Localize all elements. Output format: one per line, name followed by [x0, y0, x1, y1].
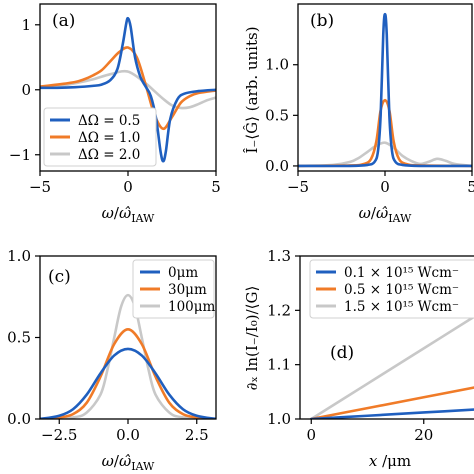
panel-d-label: (d) — [330, 343, 354, 363]
panel-b-ytick-label: 1.0 — [265, 56, 289, 74]
legend-d-label-1: 0.5 × 10¹⁵ Wcm⁻ — [344, 282, 459, 298]
panel-d-ylabel: ∂ₓ ln(I₋/I₀)/⟨G⟩ — [243, 286, 261, 391]
legend-d-label-2: 1.5 × 10¹⁵ Wcm⁻ — [344, 299, 459, 315]
panel-d-ytick-label: 1.2 — [267, 301, 291, 319]
legend-a-label-0: ΔΩ = 0.5 — [78, 113, 140, 129]
panel-d-series-line-0 — [309, 408, 474, 419]
legend-a-label-2: ΔΩ = 2.0 — [78, 147, 140, 163]
panel-c-ytick-label: 1.0 — [7, 247, 31, 265]
panel-a-xlabel: ω/ω̂IAW — [102, 204, 155, 225]
panel-c-xtick-label: 2.5 — [185, 426, 209, 444]
panel-a-legend-box — [43, 107, 157, 167]
panel-c-legend: 0μm 30μm 100μm — [132, 259, 216, 319]
panel-d-ticks: 0 20 1.0 1.1 1.2 1.3 — [267, 247, 433, 444]
panel-a-legend: ΔΩ = 0.5 ΔΩ = 1.0 ΔΩ = 2.0 — [43, 107, 157, 167]
panel-d-xlabel: x /μm — [369, 452, 411, 470]
legend-c-label-2: 100μm — [168, 299, 216, 315]
panel-a-lines — [40, 16, 216, 163]
panel-b-ticks: −5 0 5 0.0 0.5 1.0 — [265, 56, 474, 196]
panel-b-series-line-0 — [298, 12, 472, 168]
panel-a-ytick-label: 0 — [21, 81, 31, 99]
panel-c-ytick-label: 0.5 — [7, 329, 31, 347]
panel-a-xtick-label: 0 — [123, 178, 133, 196]
panel-a-label: (a) — [52, 11, 75, 31]
legend-c-label-1: 30μm — [168, 282, 207, 298]
panel-a-series-line-1 — [40, 46, 216, 131]
panel-d-series-line-2 — [309, 315, 474, 419]
panel-b: −5 0 5 0.0 0.5 1.0 (b) ω/ω̂IAW Î₋⟨Ĝ⟩ (arb. un… — [243, 3, 474, 225]
panel-d-frame — [299, 255, 474, 420]
panel-b-ytick-label: 0.5 — [265, 106, 289, 124]
legend-a-label-1: ΔΩ = 1.0 — [78, 130, 140, 146]
legend-d-label-0: 0.1 × 10¹⁵ Wcm⁻ — [344, 265, 459, 281]
panel-c-series-line-1 — [40, 328, 216, 419]
panel-d-ytick-label: 1.0 — [267, 410, 291, 428]
panel-b-series-line-1 — [298, 98, 472, 168]
legend-c-label-0: 0μm — [168, 265, 198, 281]
panel-d-legend-box — [309, 259, 474, 319]
panel-c-ticks: −2.5 0.0 2.5 0.0 0.5 1.0 — [7, 247, 209, 444]
panel-b-lines — [298, 12, 472, 168]
panel-a-xtick-label: −5 — [29, 178, 51, 196]
panel-c-xtick-label: −2.5 — [41, 426, 77, 444]
panel-c-xlabel: ω/ω̂IAW — [102, 452, 155, 473]
panel-d-ytick-label: 1.3 — [267, 247, 291, 265]
panel-c-legend-box — [132, 259, 215, 319]
panel-c-xtick-label: 0.0 — [116, 426, 140, 444]
panel-b-ytick-label: 0.0 — [265, 157, 289, 175]
panel-a-ytick-label: 1 — [21, 16, 31, 34]
panel-a: −5 0 5 −1 0 1 (a) ω/ω̂IAW ΔΩ = 0.5 ΔΩ = 1.0 Δ… — [9, 3, 221, 225]
panel-b-ylabel: Î₋⟨Ĝ⟩ (arb. units) — [243, 26, 261, 153]
panel-a-ticks: −5 0 5 −1 0 1 — [9, 16, 221, 196]
panel-d-series-line-1 — [309, 386, 474, 419]
panel-b-xtick-label: 0 — [380, 178, 390, 196]
panel-b-label: (b) — [310, 11, 334, 31]
panel-a-ytick-label: −1 — [9, 146, 31, 164]
panel-d-ytick-label: 1.1 — [267, 356, 291, 374]
panel-d-lines — [309, 315, 474, 419]
panel-d-xtick-label: 0 — [306, 426, 316, 444]
panel-b-series-line-2 — [298, 141, 472, 168]
panel-d-legend: 0.1 × 10¹⁵ Wcm⁻ 0.5 × 10¹⁵ Wcm⁻ 1.5 × 10… — [309, 259, 474, 319]
panel-c: −2.5 0.0 2.5 0.0 0.5 1.0 (c) ω/ω̂IAW 0μm 30μm… — [7, 247, 217, 473]
panel-c-label: (c) — [48, 267, 71, 287]
panel-a-xtick-label: 5 — [211, 178, 221, 196]
panel-c-lines — [40, 293, 216, 419]
panel-c-series-line-0 — [40, 347, 216, 419]
panel-b-xtick-label: −5 — [287, 178, 309, 196]
panel-c-ytick-label: 0.0 — [7, 410, 31, 428]
panel-a-series-line-0 — [40, 16, 216, 163]
panel-c-series-line-2 — [40, 293, 216, 419]
panel-d: 0 20 1.0 1.1 1.2 1.3 (d) x /μm ∂ₓ ln(I₋/I₀)/⟨… — [243, 247, 474, 470]
panel-b-xlabel: ω/ω̂IAW — [359, 204, 412, 225]
panel-d-xtick-label: 20 — [414, 426, 433, 444]
panel-b-xtick-label: 5 — [467, 178, 474, 196]
panel-a-series-line-2 — [40, 69, 216, 110]
